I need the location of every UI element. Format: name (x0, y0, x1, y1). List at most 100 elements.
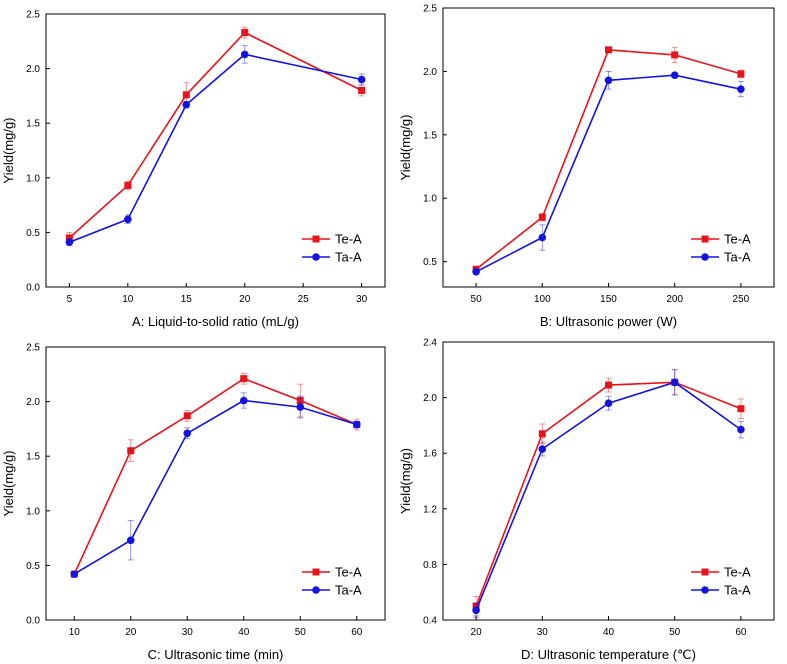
x-tick-label: 60 (351, 627, 363, 638)
x-axis-title: A: Liquid-to-solid ratio (mL/g) (132, 314, 299, 329)
legend-label: Ta-A (724, 583, 751, 598)
legend-marker (312, 253, 320, 261)
y-axis-title: Yield(mg/g) (1, 118, 16, 184)
data-point (538, 213, 546, 221)
legend-label: Ta-A (335, 250, 362, 265)
x-tick-label: 25 (298, 294, 310, 305)
x-tick-label: 200 (666, 294, 683, 305)
data-point (538, 233, 547, 242)
x-tick-label: 20 (239, 294, 251, 305)
data-point (65, 234, 73, 242)
y-axis-title: Yield(mg/g) (398, 448, 413, 514)
data-point (538, 445, 547, 453)
y-tick-label: 1.0 (26, 506, 40, 517)
legend-label: Te-A (335, 232, 362, 247)
x-tick-label: 10 (122, 294, 134, 305)
y-tick-label: 2.0 (26, 397, 40, 408)
data-point (240, 50, 249, 59)
x-tick-label: 60 (735, 627, 747, 638)
data-point (240, 375, 248, 383)
data-point (296, 403, 305, 411)
data-point (737, 85, 745, 93)
y-tick-label: 0.5 (423, 257, 437, 268)
y-tick-label: 2.5 (423, 4, 437, 15)
series-te-a (65, 26, 366, 244)
y-axis-title: Yield(mg/g) (1, 451, 16, 517)
legend: Te-A Ta-A (302, 565, 362, 598)
legend-marker (312, 235, 320, 243)
legend-label: Te-A (724, 565, 751, 580)
y-tick-label: 0.4 (423, 616, 437, 627)
data-point (127, 447, 135, 455)
data-point (239, 396, 248, 405)
data-point (183, 429, 192, 438)
x-axis-title: C: Ultrasonic time (min) (148, 647, 284, 662)
x-tick-label: 15 (181, 294, 193, 305)
x-tick-label: 20 (125, 627, 137, 638)
x-tick-label: 20 (471, 627, 483, 638)
y-tick-label: 1.6 (423, 449, 437, 460)
y-tick-label: 2.5 (26, 343, 40, 354)
y-tick-label: 0.0 (26, 283, 40, 294)
data-point (124, 181, 132, 189)
x-tick-label: 30 (182, 627, 194, 638)
chart-panel-1: 5 10 15 20 25 30 0.0 0.5 1.0 1.5 2.0 2.5 A: Liquid-t… (1, 10, 386, 329)
series-line (73, 377, 358, 575)
y-tick-label: 1.2 (423, 504, 437, 515)
y-tick-label: 2.0 (423, 67, 437, 78)
y-tick-label: 1.0 (423, 194, 437, 205)
series-ta-a (472, 369, 745, 618)
series-line (68, 31, 362, 239)
data-point (70, 570, 79, 578)
data-point (357, 75, 366, 84)
x-tick-label: 250 (733, 294, 750, 305)
y-axis-title: Yield(mg/g) (398, 115, 413, 181)
legend-marker (701, 253, 709, 261)
data-point (604, 399, 613, 407)
x-tick-label: 50 (669, 627, 681, 638)
plot-frame (45, 13, 386, 288)
x-axis-title: D: Ultrasonic temperature (℃) (521, 647, 696, 662)
data-point (183, 412, 191, 420)
data-point (126, 536, 135, 545)
x-tick-label: 5 (67, 294, 73, 305)
data-point (737, 405, 745, 413)
chart-panel-2: 50 100 150 200 250 0.5 1.0 1.5 2.0 2.5 B: Ultrason… (398, 4, 775, 329)
legend-marker (312, 568, 320, 576)
legend: Te-A Ta-A (302, 232, 362, 265)
x-tick-label: 50 (471, 294, 483, 305)
x-tick-label: 50 (295, 627, 307, 638)
data-point (124, 215, 132, 224)
y-tick-label: 0.0 (26, 616, 40, 627)
data-point (604, 76, 613, 85)
data-point (671, 51, 679, 59)
x-tick-label: 40 (238, 627, 250, 638)
plot-frame (45, 346, 386, 621)
x-tick-label: 40 (603, 627, 615, 638)
y-tick-label: 2.5 (26, 10, 40, 21)
data-point (352, 420, 361, 429)
x-tick-label: 10 (69, 627, 81, 638)
legend: Te-A Ta-A (691, 232, 751, 265)
series-line (475, 381, 742, 611)
series-ta-a (65, 45, 366, 247)
data-point (65, 238, 74, 247)
y-tick-label: 0.5 (26, 228, 40, 239)
data-point (605, 46, 612, 54)
x-tick-label: 30 (356, 294, 368, 305)
y-tick-label: 1.5 (423, 130, 437, 141)
y-tick-label: 2.0 (26, 64, 40, 75)
data-point (472, 267, 480, 276)
legend-marker (312, 586, 320, 594)
legend-label: Ta-A (335, 583, 362, 598)
legend-marker (701, 235, 709, 243)
chart-panel-3: 10 20 30 40 50 60 0.0 0.5 1.0 1.5 2.0 2.5 C: Ultraso… (1, 343, 386, 662)
legend: Te-A Ta-A (691, 565, 751, 598)
data-point (472, 606, 480, 615)
legend-label: Te-A (335, 565, 362, 580)
x-axis-title: B: Ultrasonic power (W) (540, 314, 677, 329)
legend-label: Ta-A (724, 250, 751, 265)
data-point (241, 29, 249, 37)
x-tick-label: 150 (600, 294, 617, 305)
